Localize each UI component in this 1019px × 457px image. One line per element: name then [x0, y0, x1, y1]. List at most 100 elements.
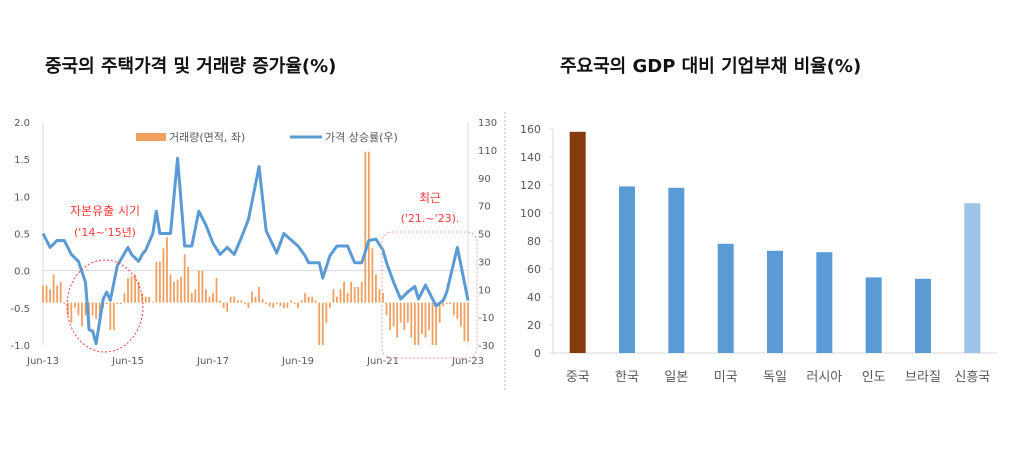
volume-bar	[367, 151, 370, 303]
volume-bar	[205, 289, 207, 303]
x-tick: Jun-15	[111, 356, 144, 367]
volume-bar	[328, 302, 331, 308]
volume-bar	[52, 274, 55, 303]
bar-2	[668, 187, 685, 353]
volume-bar	[307, 296, 310, 303]
legend-bar-label: 거래량(면적, 좌)	[169, 131, 245, 144]
volume-bar	[389, 302, 391, 331]
volume-bar	[445, 302, 448, 305]
right-chart-y-tick: 0	[534, 347, 541, 360]
volume-bar	[279, 302, 282, 307]
right-chart-y-tick: 40	[527, 291, 541, 304]
volume-bar	[63, 302, 66, 305]
volume-bar	[243, 302, 246, 305]
volume-bar	[410, 302, 413, 338]
volume-bar	[226, 302, 229, 312]
volume-bar	[166, 237, 168, 303]
volume-bar	[155, 261, 158, 303]
right-y-tick: 70	[478, 202, 491, 213]
volume-bar	[268, 302, 271, 307]
volume-bar	[385, 302, 388, 316]
left-y-tick: 2.0	[14, 118, 30, 129]
category-label: 중국	[566, 370, 590, 385]
bar-5	[816, 252, 833, 353]
volume-bar	[219, 300, 221, 303]
category-label: 독일	[763, 370, 787, 385]
annotation-capital-outflow: 자본유출 시기	[70, 204, 140, 218]
right-chart-y-tick: 20	[527, 319, 541, 332]
volume-bar	[229, 296, 232, 303]
volume-bar	[59, 281, 62, 303]
left-y-tick: 0.5	[14, 230, 30, 241]
right-y-tick: -10	[478, 313, 494, 324]
category-label: 신흥국	[954, 370, 990, 385]
category-label: 브라질	[905, 370, 941, 385]
bar-4	[767, 250, 783, 353]
volume-bar	[148, 296, 151, 303]
volume-bar	[360, 281, 363, 303]
volume-bar	[201, 270, 204, 303]
volume-bar	[392, 302, 395, 327]
bar-6	[865, 277, 882, 353]
volume-bar	[158, 261, 161, 303]
legend-bar-swatch	[136, 133, 166, 141]
volume-bar	[120, 302, 122, 305]
volume-bar	[413, 302, 416, 345]
volume-bar	[190, 292, 193, 303]
volume-bar	[123, 292, 126, 303]
annotation-capital-outflow-period: ('14~'15년)	[74, 226, 136, 239]
left-y-tick: 1.5	[14, 155, 30, 166]
volume-bar	[77, 302, 80, 316]
volume-bar	[208, 296, 211, 303]
volume-bar	[350, 281, 353, 303]
volume-bar	[180, 276, 183, 303]
right-chart-y-tick: 100	[520, 207, 541, 220]
volume-bar	[293, 302, 296, 305]
volume-bar	[467, 302, 469, 342]
volume-bar	[275, 302, 278, 305]
volume-bar	[463, 302, 466, 342]
volume-bar	[304, 292, 306, 303]
volume-bar	[346, 292, 349, 303]
volume-bar	[56, 285, 59, 303]
volume-bar	[109, 302, 112, 331]
volume-bar	[325, 302, 328, 323]
volume-bar	[42, 285, 44, 303]
volume-bar	[194, 289, 197, 303]
volume-bar	[91, 302, 94, 316]
volume-bar	[297, 302, 299, 308]
volume-bar	[187, 266, 190, 303]
bar-1	[619, 186, 635, 353]
volume-bar	[343, 281, 345, 303]
volume-bar	[449, 302, 452, 305]
volume-bar	[49, 289, 51, 303]
volume-bar	[375, 274, 377, 303]
volume-bar	[144, 296, 147, 303]
volume-bar	[396, 302, 399, 338]
volume-bar	[169, 274, 172, 303]
volume-bar	[300, 300, 303, 303]
right-y-tick: 30	[478, 257, 491, 268]
volume-bar	[162, 248, 165, 303]
category-label: 한국	[615, 370, 639, 385]
left-y-tick: 1.0	[14, 192, 30, 203]
volume-bar	[378, 289, 381, 303]
right-chart-y-tick: 60	[527, 263, 541, 276]
volume-bar	[197, 270, 200, 303]
volume-bar	[265, 302, 268, 305]
x-tick: Jun-21	[366, 356, 399, 367]
volume-bar	[452, 302, 455, 316]
category-label: 러시아	[806, 370, 842, 385]
volume-bar	[212, 292, 214, 303]
volume-bar	[236, 300, 239, 303]
annotation-recent-period: ('21.~'23).	[401, 212, 460, 225]
left-y-tick: -0.5	[10, 304, 30, 315]
volume-bar	[95, 302, 98, 319]
volume-bar	[70, 302, 73, 323]
volume-bar	[66, 302, 69, 316]
volume-bar	[258, 287, 260, 303]
volume-bar	[254, 296, 257, 303]
legend-line-label: 가격 상승률(우)	[325, 131, 398, 144]
